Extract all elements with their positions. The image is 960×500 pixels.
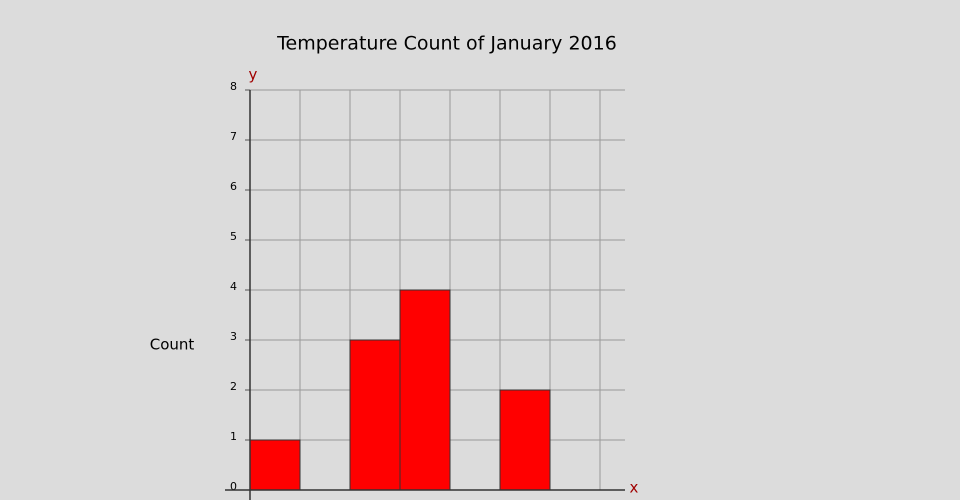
y-tick-label: 6 bbox=[230, 180, 237, 193]
bar bbox=[249, 439, 301, 491]
y-tick-label: 8 bbox=[230, 80, 237, 93]
y-tick-label: 5 bbox=[230, 230, 237, 243]
x-axis-label: x bbox=[630, 479, 639, 497]
chart-title: Temperature Count of January 2016 bbox=[276, 33, 617, 55]
y-axis-title: Count bbox=[150, 336, 195, 354]
y-tick-label: 0 bbox=[230, 480, 237, 493]
bar bbox=[399, 289, 451, 491]
bar bbox=[349, 339, 401, 491]
y-axis-label: y bbox=[249, 66, 258, 84]
y-tick-label: 3 bbox=[230, 330, 237, 343]
y-tick-label: 2 bbox=[230, 380, 237, 393]
bar bbox=[499, 389, 551, 491]
y-tick-label: 7 bbox=[230, 130, 237, 143]
y-tick-label: 1 bbox=[230, 430, 237, 443]
y-tick-label: 4 bbox=[230, 280, 237, 293]
